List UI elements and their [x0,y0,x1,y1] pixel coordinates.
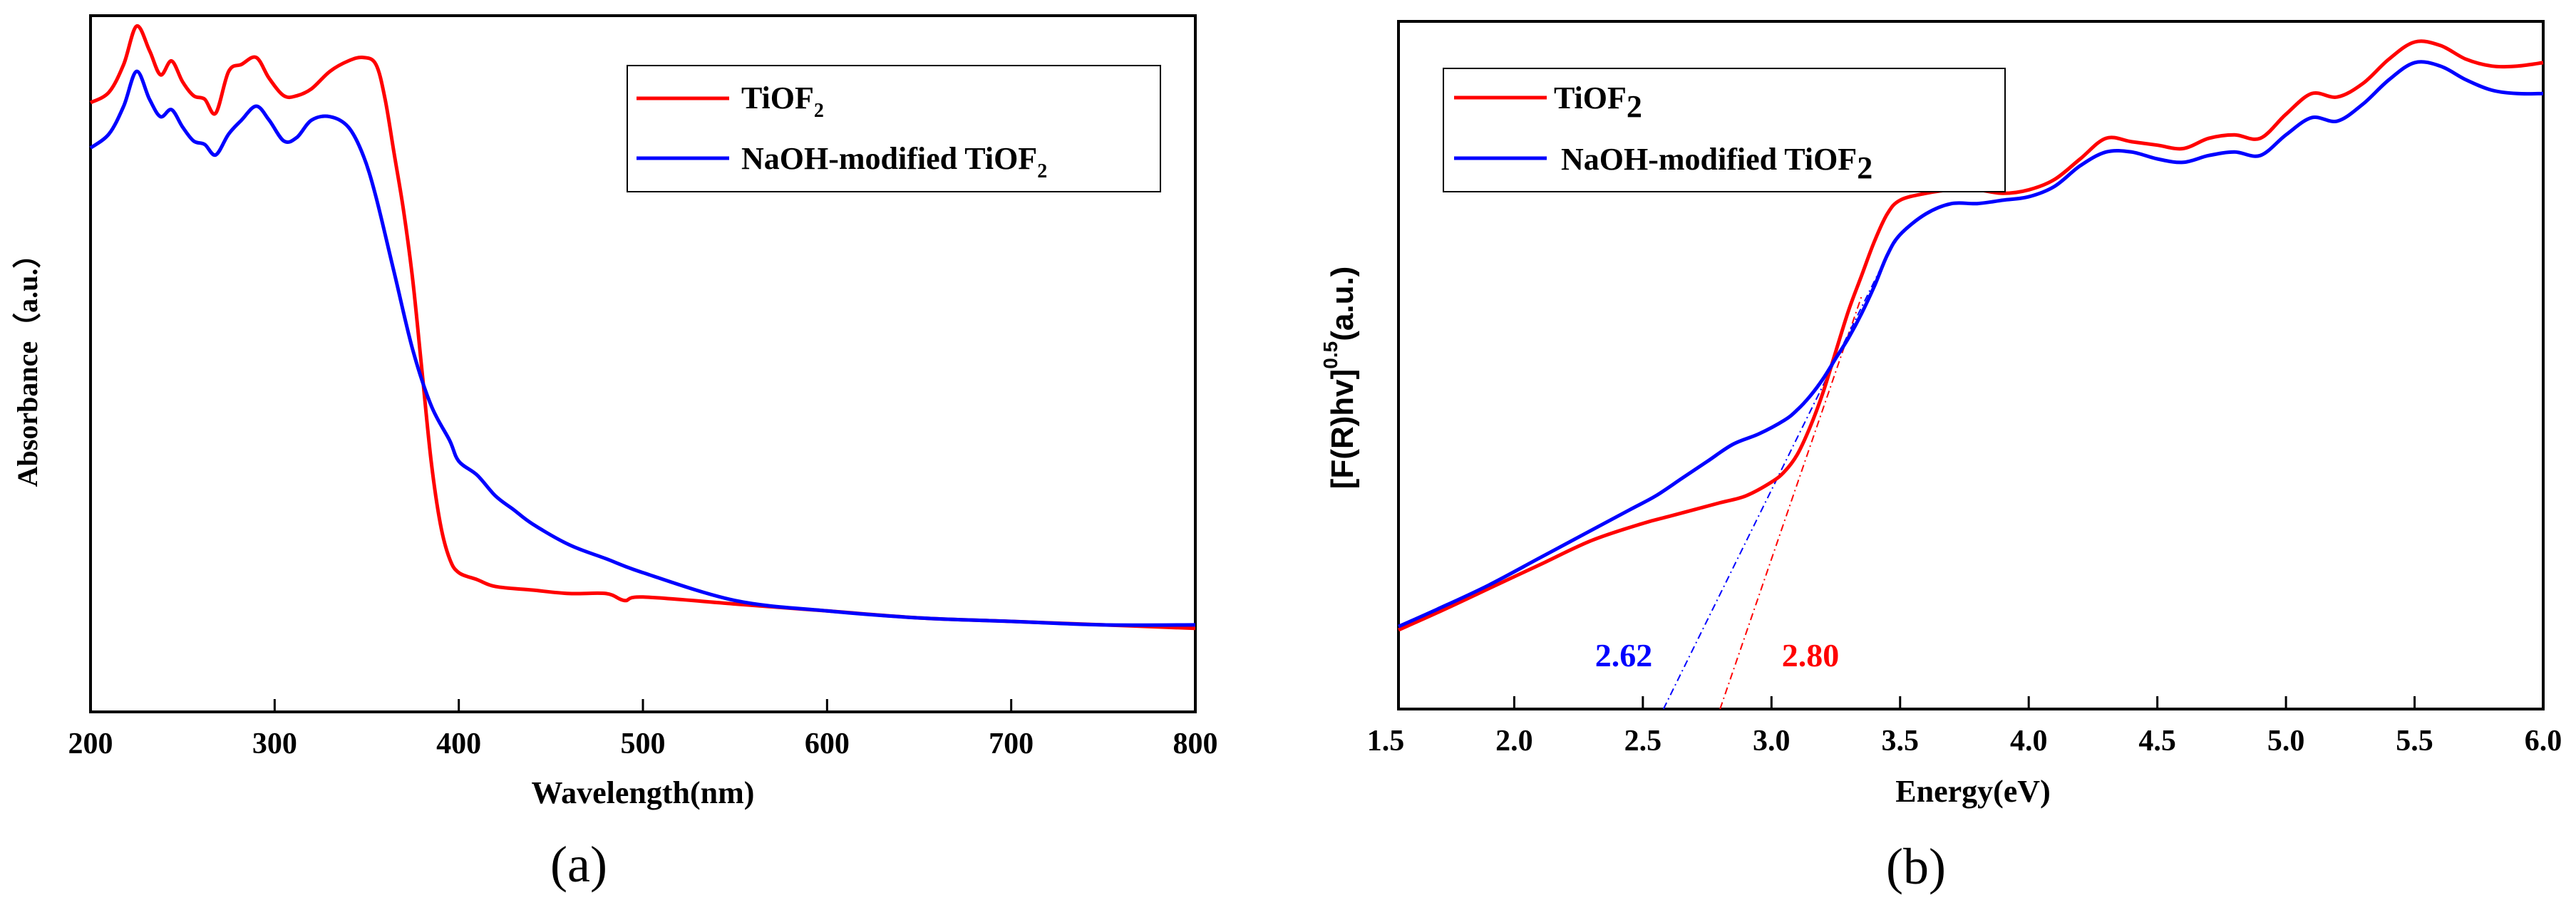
panel-a-legend: TiOF2 NaOH-modified TiOF2 [627,65,1161,192]
panel-b-legend-box [1443,68,2006,192]
panel-b-x-tick-label: 4.5 [2138,725,2176,758]
panel-a-y-axis-label: Absorbance（a.u.） [11,240,43,487]
panel-b-tangent-line-1 [1719,296,1863,710]
panel-b-x-tick-label: 1.5 [1367,725,1405,758]
panel-a-x-tick-label: 700 [989,728,1034,760]
panel-a-x-tick-label: 300 [252,728,297,760]
panel-a-series-line-1 [89,24,1196,631]
panel-b-tangent-lines [1662,254,1888,710]
panel-a-legend-label-1: TiOF2 [741,81,824,122]
panel-b-label: (b) [1886,838,1946,895]
panel-b-x-tick-label: 4.0 [2010,725,2048,758]
panel-b-x-axis-label: Energy(eV) [1895,774,2051,809]
panel-b-x-ticks: 1.5 2.0 2.5 3.0 3.5 4.0 4.5 5.0 5.5 6.0 [1367,696,2562,758]
panel-b-legend-label-1: TiOF2 [1554,81,1642,124]
panel-a-x-tick-label: 500 [621,728,666,760]
panel-a-series-line-2 [89,69,1196,627]
panel-b-y-axis-label: [F(R)hv]0.5(a.u.) [1319,267,1360,490]
panel-a-x-tick-label: 400 [436,728,481,760]
panel-a-legend-box [627,65,1161,192]
panel-b-x-tick-label: 6.0 [2525,725,2562,758]
panel-a-series-lines [89,24,1196,631]
panel-a-label: (a) [550,836,607,893]
panel-b-legend: TiOF2 NaOH-modified TiOF2 [1443,68,2006,192]
panel-b-annotation-2-62: 2.62 [1595,637,1653,673]
panel-a-absorbance-chart: 200 300 400 500 600 700 800 TiOF2 NaOH-modifie… [11,14,1218,893]
panel-b-legend-label-2: NaOH-modified TiOF2 [1561,142,1872,185]
panel-b-x-tick-label: 2.5 [1624,725,1662,758]
panel-b-x-tick-label: 5.0 [2267,725,2305,758]
panel-a-x-tick-label: 200 [68,728,113,760]
panel-b-tauc-plot: 1.5 2.0 2.5 3.0 3.5 4.0 4.5 5.0 5.5 6.0 TiOF2 NaO… [1319,20,2562,895]
panel-b-x-tick-label: 5.5 [2396,725,2433,758]
panel-b-tangent-line-2 [1662,254,1888,710]
panel-a-x-ticks: 200 300 400 500 600 700 800 [68,699,1218,760]
panel-a-x-tick-label: 800 [1173,728,1218,760]
panel-a-x-axis-label: Wavelength(nm) [532,775,755,810]
panel-b-annotation-2-80: 2.80 [1782,637,1840,673]
panel-a-x-tick-label: 600 [805,728,850,760]
panel-b-x-tick-label: 2.0 [1495,725,1533,758]
panel-a-legend-label-2: NaOH-modified TiOF2 [741,141,1047,182]
panel-b-x-tick-label: 3.0 [1753,725,1791,758]
panel-b-series-line-2 [1397,60,2544,629]
panel-b-plot-frame [1397,20,2545,710]
panel-b-x-tick-label: 3.5 [1882,725,1920,758]
